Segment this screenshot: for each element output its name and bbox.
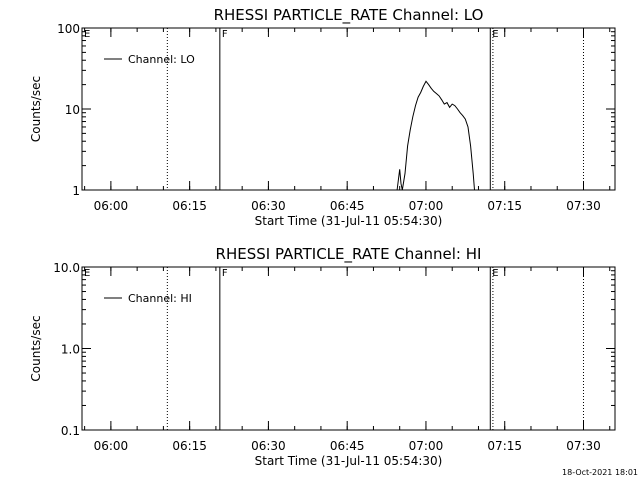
event-marker-label: E: [84, 29, 90, 40]
data-series-line: [396, 80, 475, 191]
x-tick-label: 06:00: [94, 439, 129, 453]
chart-panel-2: RHESSI PARTICLE_RATE Channel: HI 0.1 1.0 10…: [29, 245, 616, 468]
y-tick-label: 10: [65, 103, 80, 117]
x-tick-label: 06:30: [251, 199, 286, 213]
x-tick-label: 06:45: [330, 439, 365, 453]
x-axis-label: Start Time (31-Jul-11 05:54:30): [255, 454, 443, 468]
x-axis-label: Start Time (31-Jul-11 05:54:30): [255, 214, 443, 228]
legend-label: Channel: LO: [128, 53, 195, 66]
legend-label: Channel: HI: [128, 292, 192, 305]
y-tick-label: 10.0: [53, 261, 80, 275]
x-tick-label: 06:45: [330, 199, 365, 213]
chart-title: RHESSI PARTICLE_RATE Channel: LO: [214, 6, 484, 25]
x-tick-label: 06:15: [172, 199, 207, 213]
chart-title: RHESSI PARTICLE_RATE Channel: HI: [216, 245, 482, 264]
event-marker-label: E: [492, 29, 498, 40]
y-axis-label: Counts/sec: [29, 315, 43, 381]
event-marker-label: F: [222, 29, 228, 40]
x-tick-label: 07:30: [566, 439, 601, 453]
event-marker-label: E: [84, 268, 90, 279]
y-tick-label: 0.1: [61, 424, 80, 438]
footer-timestamp: 18-Oct-2021 18:01: [562, 468, 638, 477]
x-tick-label: 07:30: [566, 199, 601, 213]
y-axis-label: Counts/sec: [29, 76, 43, 142]
x-tick-label: 06:00: [94, 199, 129, 213]
y-tick-label: 1: [72, 184, 80, 198]
x-tick-label: 07:00: [409, 439, 444, 453]
x-tick-label: 06:30: [251, 439, 286, 453]
chart-panel-1: RHESSI PARTICLE_RATE Channel: LO 1 10 100 Co…: [29, 6, 616, 228]
event-marker-label: E: [492, 268, 498, 279]
x-tick-label: 07:15: [487, 439, 522, 453]
x-tick-label: 07:15: [487, 199, 522, 213]
y-tick-label: 100: [57, 22, 80, 36]
x-tick-label: 06:15: [172, 439, 207, 453]
x-tick-label: 07:00: [409, 199, 444, 213]
event-marker-label: F: [222, 268, 228, 279]
y-tick-label: 1.0: [61, 343, 80, 357]
